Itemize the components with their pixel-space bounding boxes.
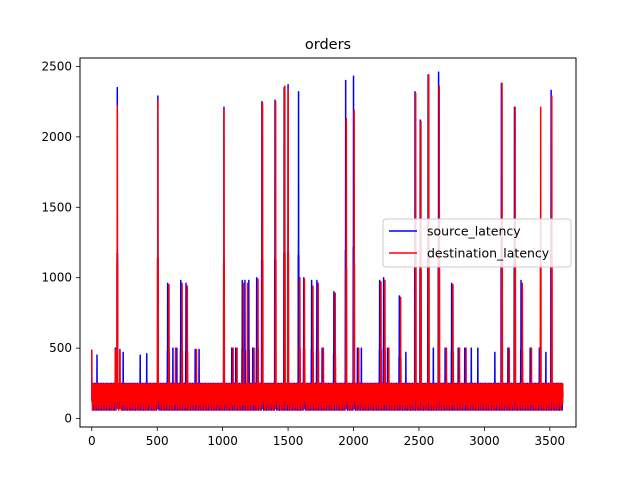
x-tick-label: 3500 <box>535 434 566 448</box>
chart-title: orders <box>305 37 351 53</box>
y-tick-label: 500 <box>49 341 72 355</box>
y-tick-label: 0 <box>64 412 72 426</box>
x-tick-label: 2000 <box>338 434 369 448</box>
y-tick-label: 2000 <box>41 130 72 144</box>
y-tick-label: 2500 <box>41 59 72 73</box>
legend: source_latency destination_latency <box>382 218 572 268</box>
x-axis: 0 500 1000 1500 2000 2500 3000 3500 <box>88 427 565 448</box>
x-tick-label: 500 <box>146 434 169 448</box>
plot-frame <box>79 57 577 428</box>
y-tick-label: 1500 <box>41 200 72 214</box>
legend-box <box>382 218 572 268</box>
y-tick-label: 1000 <box>41 271 72 285</box>
series-layer <box>91 71 564 411</box>
x-tick-label: 3000 <box>469 434 500 448</box>
x-tick-label: 2500 <box>404 434 435 448</box>
series-line-destination-latency <box>91 74 564 411</box>
legend-label-source-latency: source_latency <box>427 224 521 239</box>
legend-label-destination-latency: destination_latency <box>427 246 550 261</box>
y-axis: 0 500 1000 1500 2000 2500 <box>41 59 80 426</box>
x-tick-label: 0 <box>88 434 96 448</box>
x-tick-label: 1000 <box>207 434 238 448</box>
x-tick-label: 1500 <box>273 434 304 448</box>
